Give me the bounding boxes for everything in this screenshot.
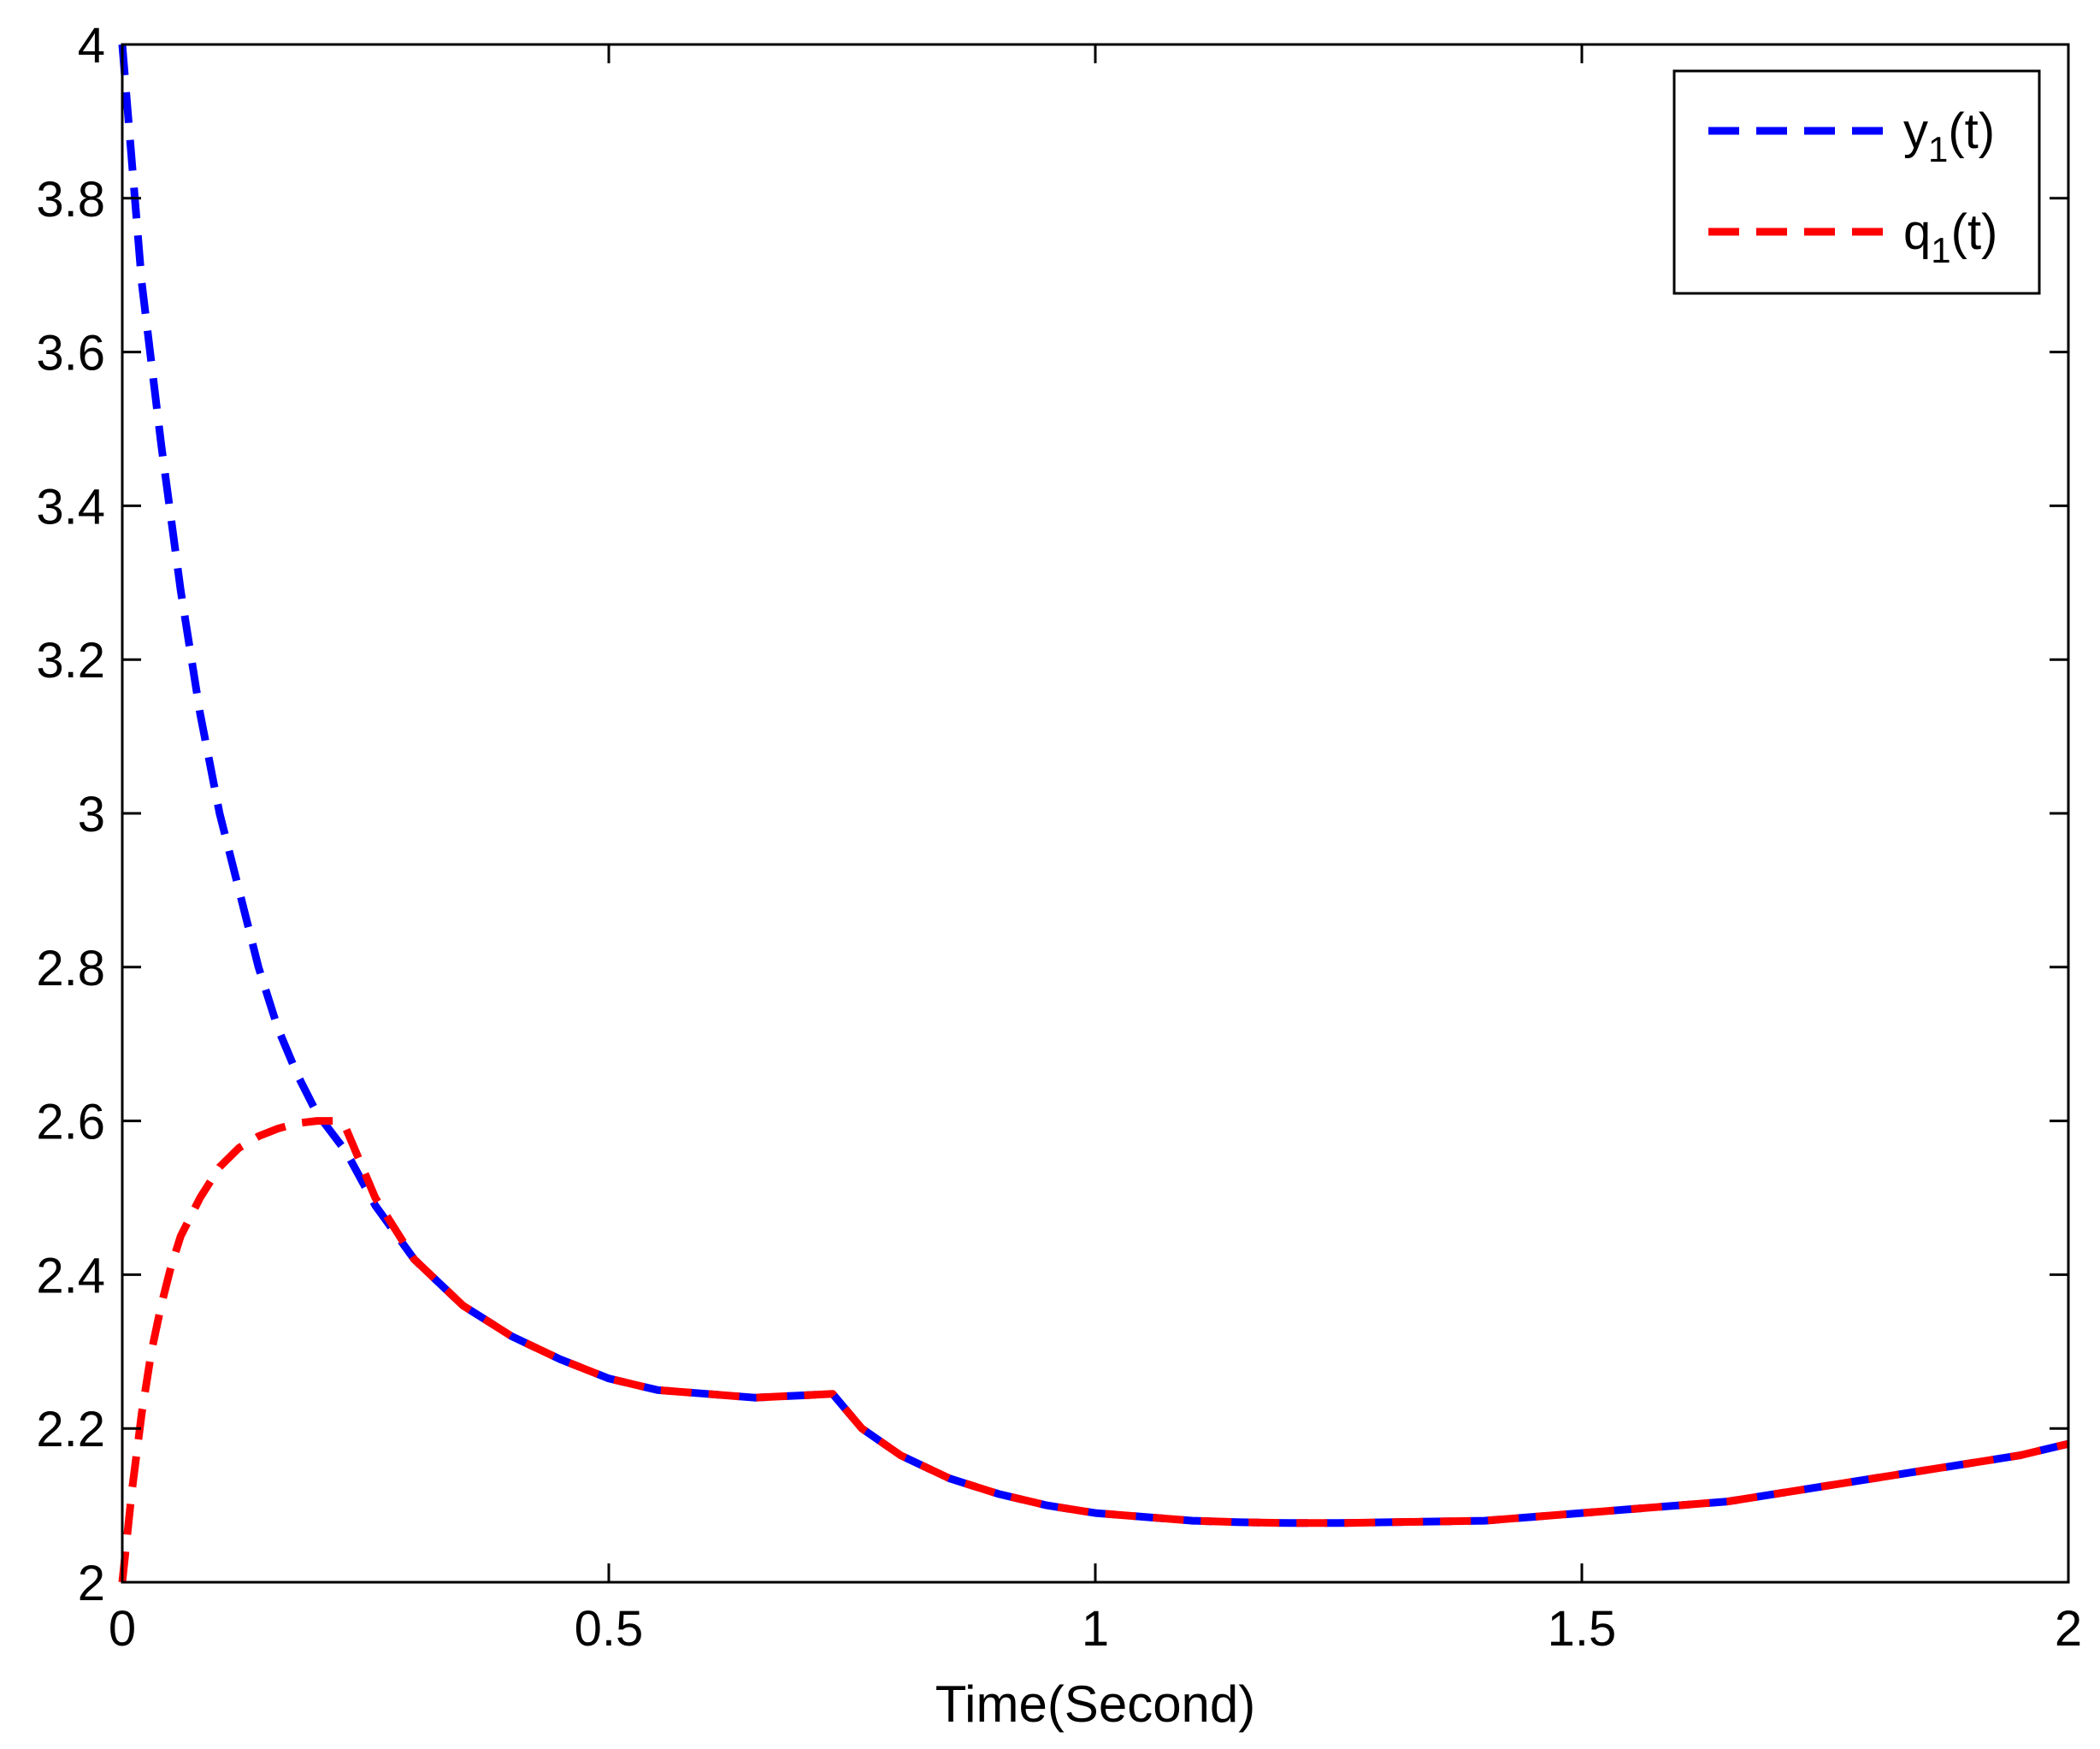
legend-label-2: q1(t) bbox=[1903, 204, 1997, 270]
y-tick-label: 3.2 bbox=[36, 633, 105, 688]
legend-box bbox=[1672, 69, 2041, 295]
y-tick-label: 3.8 bbox=[36, 172, 105, 227]
y-tick-label: 3 bbox=[78, 787, 105, 842]
x-tick-label: 1.5 bbox=[1548, 1601, 1617, 1657]
y-tick-label: 2.4 bbox=[36, 1248, 105, 1303]
legend-label-1: y1(t) bbox=[1903, 103, 1995, 169]
y-tick-label: 3.6 bbox=[36, 326, 105, 381]
x-tick-label: 0.5 bbox=[575, 1601, 644, 1657]
y-tick-label: 3.4 bbox=[36, 479, 105, 535]
y-tick-label: 2.6 bbox=[36, 1095, 105, 1150]
x-tick-label: 0 bbox=[109, 1601, 136, 1657]
y-tick-label: 2 bbox=[78, 1556, 105, 1611]
legend: y1(t) q1(t) bbox=[1672, 69, 2041, 295]
series-layer bbox=[118, 44, 2070, 1583]
y-tick-label: 2.8 bbox=[36, 941, 105, 996]
x-tick-label: 2 bbox=[2055, 1601, 2082, 1657]
ticks-layer: 0 0.5 1 1.5 2 2 2.2 2.4 2.6 2.8 3 3.2 3.4 3.6 3.8 4 bbox=[36, 18, 2082, 1657]
y-tick-label: 4 bbox=[78, 18, 105, 74]
x-tick-label: 1 bbox=[1082, 1601, 1109, 1657]
x-axis-title: Time(Second) bbox=[935, 1675, 1256, 1733]
y-tick-label: 2.2 bbox=[36, 1402, 105, 1457]
series-line-2 bbox=[118, 1117, 2070, 1583]
